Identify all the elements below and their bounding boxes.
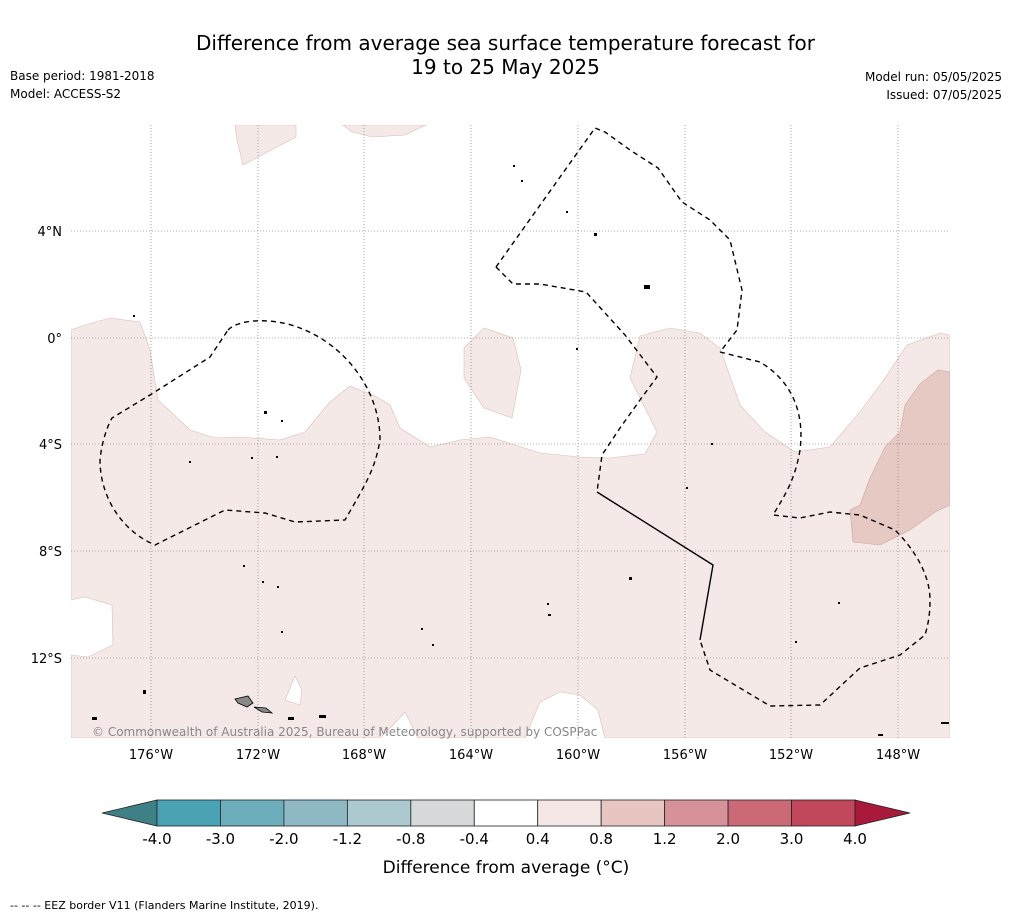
title-line-2: 19 to 25 May 2025 [411,55,600,79]
colorbar-label: Difference from average (°C) [383,858,630,878]
model-run: Model run: 05/05/2025 [864,70,1002,84]
lon-label: 168°W [342,748,386,763]
eez-border-central-north [495,127,743,353]
colorbar-ticks: -4.0 -3.0 -2.0 -1.2 -0.8 -0.4 0.4 0.8 1.2 2.0 3.0 4… [142,830,867,848]
islands [92,165,949,736]
eez-border-central [495,266,658,493]
model-name: Model: ACCESS-S2 [10,87,122,101]
map-title: Difference from average sea surface temp… [0,31,1011,79]
colorbar-segment [600,799,666,827]
anomaly-patch-north-2 [342,125,427,138]
eez-borders [99,127,931,707]
colorbar-min-arrow [101,799,158,827]
colorbar-segment [346,799,412,827]
anomaly-region-0.4-0.8 [71,317,950,738]
lon-label: 148°W [876,748,920,763]
longitude-labels: 176°W 172°W 168°W 164°W 160°W 156°W 152°… [129,748,920,763]
meta-left: Base period: 1981-2018 Model: ACCESS-S2 [10,67,155,103]
colorbar-tick-label: -4.0 [142,830,171,848]
colorbar-segment [791,799,856,827]
colorbar-segments [156,799,856,827]
lat-label: 8°S [39,545,62,560]
samoa-island-1 [234,695,254,708]
anomaly-patch-north-1 [234,125,297,166]
colorbar-tick-label: 3.0 [780,830,804,848]
colorbar-tick-label: -2.0 [269,830,298,848]
lon-label: 164°W [449,748,493,763]
lon-label: 160°W [556,748,600,763]
lat-label: 4°N [38,225,63,240]
lat-label: 12°S [31,652,62,667]
base-period: Base period: 1981-2018 [10,69,155,83]
copyright-notice: © Commonwealth of Australia 2025, Bureau… [92,725,597,739]
boundary-line-solid [596,491,714,641]
colorbar-segment [537,799,602,827]
lon-label: 156°W [663,748,707,763]
eez-border-east [699,351,931,707]
meta-right: Model run: 05/05/2025 Issued: 07/05/2025 [865,68,1002,104]
colorbar-segment [220,799,285,827]
colorbar-segment [283,799,348,827]
lat-label: 4°S [39,438,62,453]
colorbar-tick-label: -1.2 [333,830,362,848]
lat-label: 0° [47,332,62,347]
lon-label: 176°W [129,748,173,763]
anomaly-patch-central [463,327,522,419]
colorbar-tick-label: 2.0 [716,830,740,848]
eez-border-west [99,320,381,546]
colorbar-segment [727,799,792,827]
colorbar-tick-label: 0.8 [589,830,613,848]
colorbar-tick-label: -3.0 [206,830,235,848]
colorbar-tick-label: 1.2 [653,830,677,848]
samoa-island-2 [253,706,274,714]
graticule [71,125,950,738]
colorbar-segment [473,799,539,827]
eez-footnote: -- -- -- EEZ border V11 (Flanders Marine… [10,899,319,912]
anomaly-region-0.8-1.2 [849,369,950,546]
issued-date: Issued: 07/05/2025 [886,88,1002,102]
map-plot-area [71,125,950,738]
anomaly-hole-east [284,675,303,706]
colorbar-segment [664,799,729,827]
colorbar-tick-label: -0.8 [396,830,425,848]
colorbar-max-arrow [854,799,911,827]
latitude-labels: 4°N 0° 4°S 8°S 12°S [31,225,62,667]
colorbar-tick-label: -0.4 [460,830,489,848]
colorbar: -4.0 -3.0 -2.0 -1.2 -0.8 -0.4 0.4 0.8 1.2 2.0 3.0 4… [101,799,911,878]
lon-label: 152°W [769,748,813,763]
colorbar-tick-label: 4.0 [843,830,867,848]
lon-label: 172°W [236,748,280,763]
colorbar-segment [410,799,475,827]
colorbar-segment [156,799,221,827]
colorbar-tick-label: 0.4 [526,830,550,848]
title-line-1: Difference from average sea surface temp… [195,31,815,55]
